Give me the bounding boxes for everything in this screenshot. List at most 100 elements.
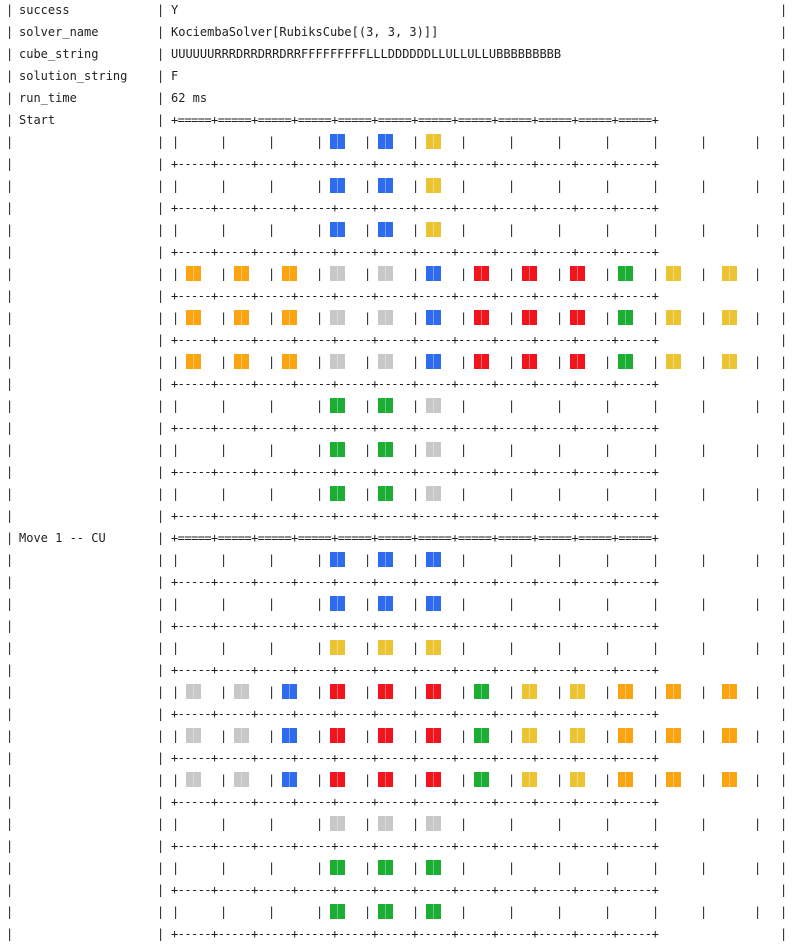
- left-border: |: [6, 201, 14, 215]
- cell-border: |: [220, 179, 228, 193]
- cell-border: |: [316, 135, 324, 149]
- cell-border: |: [556, 311, 564, 325]
- cell-border: |: [754, 223, 762, 237]
- cell-border: |: [652, 355, 660, 369]
- cell-border: |: [220, 773, 228, 787]
- sticker-o: [186, 354, 201, 369]
- cell-border: |: [316, 905, 324, 919]
- cell-border: |: [460, 861, 468, 875]
- right-border: |: [780, 355, 788, 369]
- cell-border: |: [754, 487, 762, 501]
- right-border: |: [780, 641, 788, 655]
- sticker-y: [426, 640, 441, 655]
- cell-border: |: [508, 597, 516, 611]
- cell-border: |: [172, 223, 180, 237]
- sticker-o: [234, 354, 249, 369]
- column-divider: |: [157, 25, 165, 39]
- left-border: |: [6, 443, 14, 457]
- cell-border: |: [754, 641, 762, 655]
- cell-border: |: [460, 355, 468, 369]
- sticker-b: [426, 266, 441, 281]
- cell-border: |: [172, 861, 180, 875]
- cell-border: |: [556, 729, 564, 743]
- sticker-b: [426, 596, 441, 611]
- cell-border: |: [460, 179, 468, 193]
- cell-border: |: [316, 399, 324, 413]
- column-divider: |: [157, 927, 165, 941]
- left-border: |: [6, 179, 14, 193]
- cell-border: |: [604, 135, 612, 149]
- right-border: |: [780, 311, 788, 325]
- cell-border: |: [316, 641, 324, 655]
- cell-border: |: [268, 641, 276, 655]
- grid-separator-light: +-----+-----+-----+-----+-----+-----+---…: [171, 289, 659, 303]
- cell-border: |: [172, 685, 180, 699]
- left-border: |: [6, 905, 14, 919]
- sticker-y: [426, 178, 441, 193]
- column-divider: |: [157, 311, 165, 325]
- sticker-b: [378, 552, 393, 567]
- row-value: KociembaSolver[RubiksCube[(3, 3, 3)]]: [171, 25, 439, 39]
- cell-border: |: [700, 553, 708, 567]
- left-border: |: [6, 47, 14, 61]
- cell-border: |: [268, 135, 276, 149]
- row-key: solution_string: [19, 69, 128, 83]
- cell-border: |: [172, 597, 180, 611]
- column-divider: |: [157, 3, 165, 17]
- sticker-g: [330, 398, 345, 413]
- column-divider: |: [157, 751, 165, 765]
- right-border: |: [780, 267, 788, 281]
- row-value: Y: [171, 3, 179, 17]
- sticker-w: [330, 266, 345, 281]
- sticker-b: [330, 222, 345, 237]
- sticker-b: [378, 222, 393, 237]
- right-border: |: [780, 399, 788, 413]
- cell-border: |: [316, 553, 324, 567]
- left-border: |: [6, 91, 14, 105]
- sticker-w: [426, 816, 441, 831]
- cell-border: |: [508, 223, 516, 237]
- sticker-o: [186, 266, 201, 281]
- row-value: 62 ms: [171, 91, 208, 105]
- cell-border: |: [220, 399, 228, 413]
- cell-border: |: [754, 399, 762, 413]
- sticker-y: [330, 640, 345, 655]
- column-divider: |: [157, 113, 165, 127]
- grid-separator-light: +-----+-----+-----+-----+-----+-----+---…: [171, 883, 659, 897]
- sticker-b: [330, 552, 345, 567]
- sticker-g: [330, 442, 345, 457]
- cell-border: |: [754, 267, 762, 281]
- column-divider: |: [157, 333, 165, 347]
- cell-border: |: [700, 355, 708, 369]
- cell-border: |: [700, 641, 708, 655]
- cell-border: |: [460, 399, 468, 413]
- sticker-o: [618, 684, 633, 699]
- sticker-o: [234, 266, 249, 281]
- right-border: |: [780, 817, 788, 831]
- sticker-y: [570, 772, 585, 787]
- cell-border: |: [652, 597, 660, 611]
- cell-border: |: [460, 135, 468, 149]
- cell-border: |: [556, 399, 564, 413]
- sticker-g: [474, 684, 489, 699]
- cell-border: |: [316, 487, 324, 501]
- left-border: |: [6, 619, 14, 633]
- cell-border: |: [508, 355, 516, 369]
- cell-border: |: [220, 905, 228, 919]
- cell-border: |: [172, 773, 180, 787]
- right-border: |: [780, 509, 788, 523]
- cell-border: |: [460, 223, 468, 237]
- cell-border: |: [460, 685, 468, 699]
- cell-border: |: [268, 399, 276, 413]
- sticker-r: [330, 684, 345, 699]
- right-border: |: [780, 883, 788, 897]
- sticker-y: [522, 728, 537, 743]
- left-border: |: [6, 377, 14, 391]
- cell-border: |: [508, 179, 516, 193]
- cell-border: |: [268, 597, 276, 611]
- right-border: |: [780, 223, 788, 237]
- left-border: |: [6, 531, 14, 545]
- sticker-y: [722, 310, 737, 325]
- column-divider: |: [157, 69, 165, 83]
- left-border: |: [6, 355, 14, 369]
